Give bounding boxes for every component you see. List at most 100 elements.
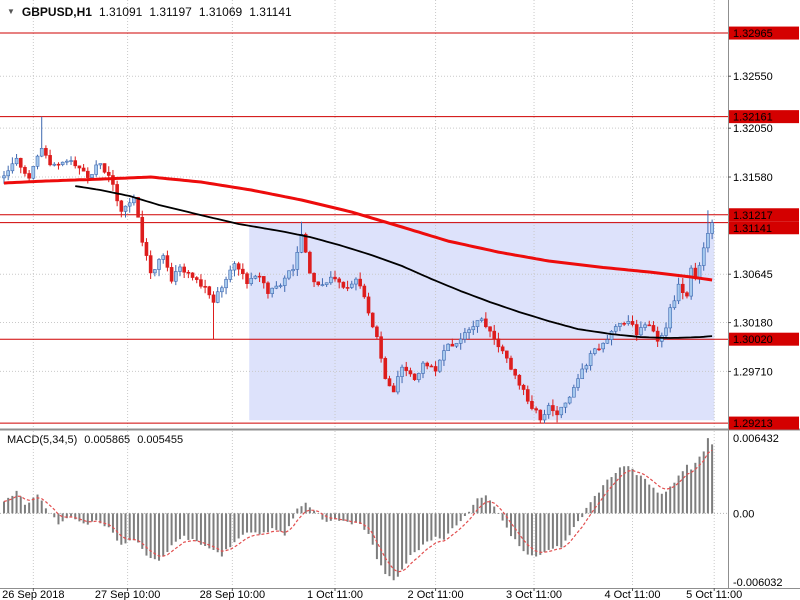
chart-plot-area[interactable]: [0, 0, 728, 588]
candle-body: [488, 326, 492, 332]
candle-body: [609, 330, 614, 340]
price-tag-text: 1.29213: [733, 418, 773, 430]
candle-body: [211, 294, 216, 303]
candle-body: [203, 286, 207, 288]
candle-body: [140, 216, 145, 243]
candle-body: [634, 324, 639, 336]
candle-body: [178, 266, 182, 272]
time-axis-label: 27 Sep 10:00: [95, 589, 160, 600]
macd-axis-min: -0.006032: [733, 577, 783, 589]
candle-body: [358, 278, 362, 287]
candle-body: [266, 282, 270, 294]
candle-body: [165, 255, 170, 268]
candle-body: [148, 255, 153, 274]
level-price-tag: [729, 208, 799, 222]
candle-body: [479, 318, 484, 321]
candle-body: [312, 272, 316, 283]
candle-body: [10, 163, 15, 172]
candle-body: [597, 348, 601, 351]
candle-body: [546, 405, 551, 415]
candle-body: [626, 321, 631, 324]
candle-body: [308, 251, 312, 274]
grid: [0, 0, 728, 586]
candle-body: [475, 320, 480, 327]
time-axis-label: 26 Sep 2018: [2, 589, 64, 600]
candle-body: [341, 281, 346, 288]
candle-body: [106, 171, 111, 176]
price-tag-text: 1.32965: [733, 28, 773, 40]
macd-value: 0.005865: [84, 434, 131, 446]
candle-body: [605, 339, 610, 344]
candle-body: [27, 173, 31, 179]
price-tag-text: 1.30020: [733, 334, 773, 346]
candle-body: [253, 275, 258, 279]
candle-body: [354, 278, 358, 285]
candle-body: [31, 166, 36, 179]
candle-body: [324, 282, 329, 285]
candle-body: [664, 327, 668, 336]
candle-body: [6, 170, 10, 177]
candle-body: [228, 269, 233, 280]
candle-body: [521, 384, 526, 390]
candle-body: [316, 281, 321, 285]
price-axis-label: 1.31580: [733, 172, 773, 184]
macd-panel: [0, 438, 728, 581]
candle-body: [580, 368, 585, 380]
candle-body: [224, 279, 228, 289]
macd-name: MACD(5,34,5): [7, 434, 78, 446]
candle-body: [592, 348, 597, 354]
ma-red-line: [3, 175, 713, 282]
candle-body: [454, 343, 459, 347]
candle-body: [52, 163, 57, 166]
candle-body: [299, 234, 304, 253]
candle-body: [295, 252, 300, 270]
candle-body: [291, 269, 295, 272]
candle-body: [136, 197, 140, 218]
candle-body: [241, 268, 245, 275]
candle-body: [282, 277, 287, 286]
candle-body: [496, 338, 501, 348]
candle-body: [685, 292, 689, 297]
candle-body: [39, 148, 44, 157]
high-value: 1.31197: [149, 5, 192, 19]
candle-body: [86, 170, 90, 178]
candle-body: [102, 163, 107, 173]
candle-body: [387, 378, 392, 387]
candle-body: [232, 263, 237, 271]
candle-body: [48, 155, 52, 166]
candle-body: [199, 279, 203, 287]
candle-body: [35, 155, 40, 167]
time-axis-label: 1 Oct 11:00: [307, 589, 363, 600]
candle-body: [190, 272, 195, 278]
candle-body: [408, 370, 413, 375]
candle-body: [94, 164, 98, 175]
collapse-arrow-icon[interactable]: ▼: [7, 7, 15, 16]
candle-body: [119, 200, 124, 212]
price-axis-label: 1.30180: [733, 318, 773, 330]
candle-body: [622, 323, 626, 325]
candle-body: [161, 255, 166, 260]
candle-body: [345, 287, 350, 289]
candle-body: [18, 157, 23, 168]
candle-body: [194, 277, 199, 280]
candle-body: [567, 396, 572, 404]
candle-body: [257, 275, 262, 278]
candle-body: [706, 233, 710, 249]
candle-body: [588, 353, 593, 366]
level-price-tag: [729, 416, 799, 430]
candle-body: [153, 269, 157, 274]
low-value: 1.31069: [198, 5, 243, 19]
candle-body: [421, 362, 425, 374]
level-price-tag: [729, 26, 799, 40]
time-axis-label: 5 Oct 11:00: [686, 589, 742, 600]
candle-body: [517, 374, 522, 386]
candle-body: [77, 165, 82, 169]
symbol-title: GBPUSD,H1: [21, 5, 92, 19]
candle-body: [186, 271, 191, 274]
candle-body: [90, 174, 94, 178]
candle-body: [450, 343, 455, 347]
candle-body: [701, 247, 706, 266]
candle-body: [329, 276, 333, 284]
open-value: 1.31091: [98, 5, 143, 19]
